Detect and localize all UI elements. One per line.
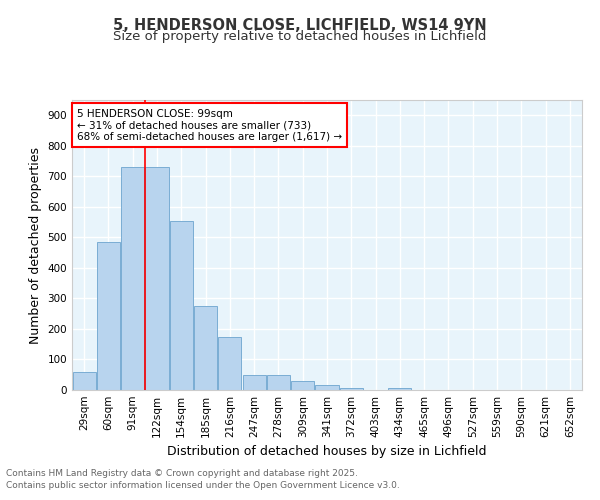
Bar — [267, 374, 290, 390]
Bar — [170, 220, 193, 390]
Text: Contains HM Land Registry data © Crown copyright and database right 2025.: Contains HM Land Registry data © Crown c… — [6, 468, 358, 477]
Bar — [340, 388, 363, 390]
Y-axis label: Number of detached properties: Number of detached properties — [29, 146, 42, 344]
Bar — [218, 336, 241, 390]
X-axis label: Distribution of detached houses by size in Lichfield: Distribution of detached houses by size … — [167, 446, 487, 458]
Bar — [73, 372, 95, 390]
Text: 5 HENDERSON CLOSE: 99sqm
← 31% of detached houses are smaller (733)
68% of semi-: 5 HENDERSON CLOSE: 99sqm ← 31% of detach… — [77, 108, 342, 142]
Text: Contains public sector information licensed under the Open Government Licence v3: Contains public sector information licen… — [6, 481, 400, 490]
Bar — [97, 242, 120, 390]
Bar — [242, 374, 266, 390]
Bar — [145, 167, 169, 390]
Bar — [291, 381, 314, 390]
Text: Size of property relative to detached houses in Lichfield: Size of property relative to detached ho… — [113, 30, 487, 43]
Bar — [121, 167, 144, 390]
Bar — [194, 306, 217, 390]
Text: 5, HENDERSON CLOSE, LICHFIELD, WS14 9YN: 5, HENDERSON CLOSE, LICHFIELD, WS14 9YN — [113, 18, 487, 32]
Bar — [388, 388, 412, 390]
Bar — [316, 386, 338, 390]
